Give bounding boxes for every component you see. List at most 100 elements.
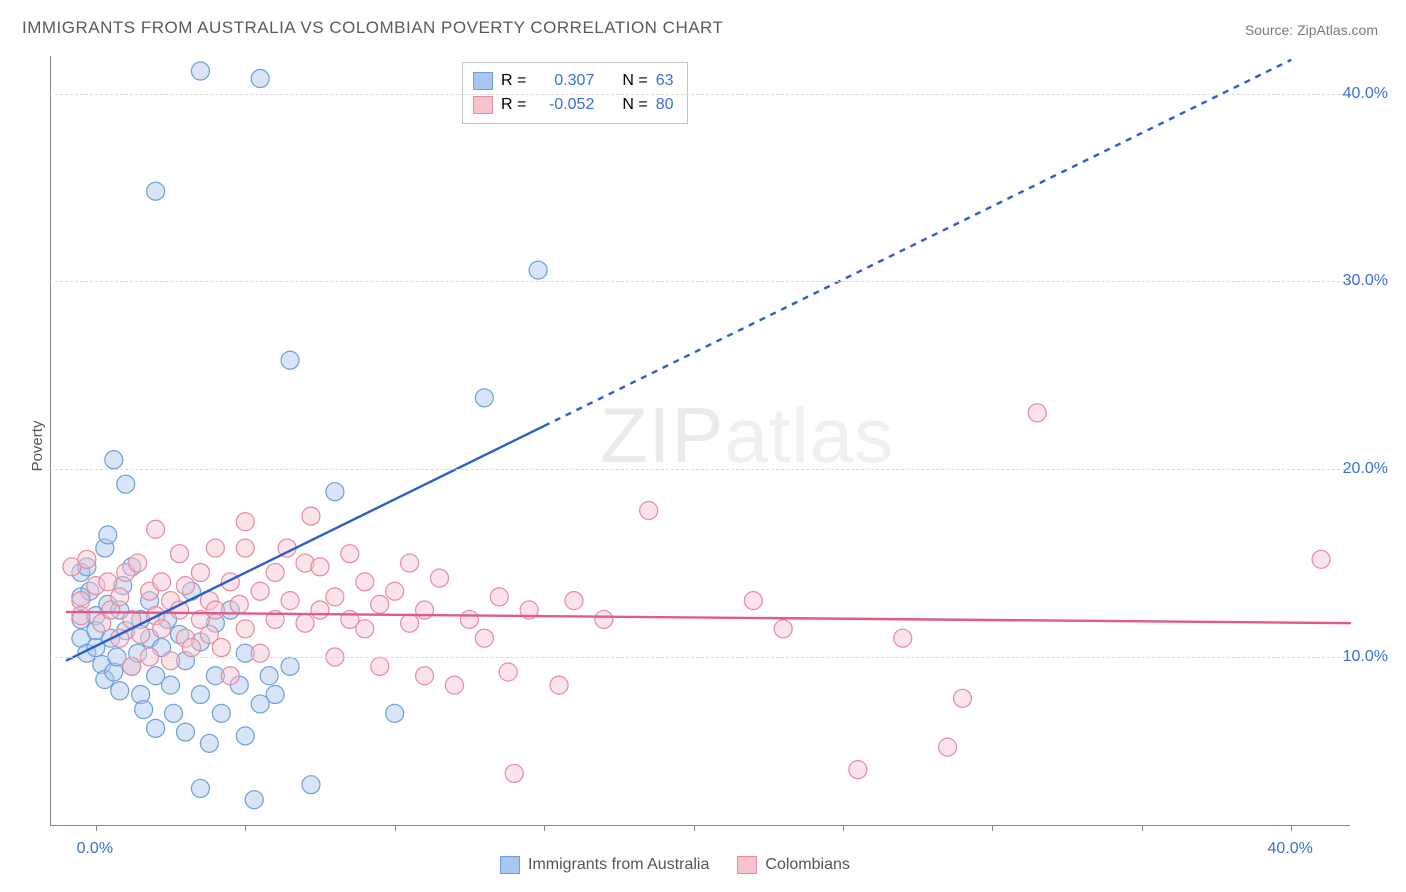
r-label-b: R = [501, 96, 526, 114]
data-point [640, 501, 658, 519]
n-value-b: 80 [656, 96, 674, 114]
data-point [78, 550, 96, 568]
data-point [147, 719, 165, 737]
data-point [191, 563, 209, 581]
data-point [162, 652, 180, 670]
x-tick [1142, 825, 1143, 831]
data-point [212, 704, 230, 722]
data-point [105, 451, 123, 469]
x-tick [992, 825, 993, 831]
y-tick-label: 10.0% [1343, 648, 1388, 666]
data-point [490, 588, 508, 606]
data-point [221, 667, 239, 685]
data-point [206, 539, 224, 557]
data-point [153, 573, 171, 591]
legend-row-b: R = -0.052 N = 80 [473, 93, 673, 117]
x-tick [1291, 825, 1292, 831]
data-point [251, 70, 269, 88]
data-point [296, 614, 314, 632]
gridline [50, 469, 1350, 470]
y-tick-label: 20.0% [1343, 460, 1388, 478]
legend-label-a: Immigrants from Australia [528, 856, 709, 874]
data-point [341, 545, 359, 563]
data-point [460, 610, 478, 628]
data-point [431, 569, 449, 587]
swatch-a-icon [473, 72, 493, 90]
data-point [191, 686, 209, 704]
data-point [550, 676, 568, 694]
data-point [1028, 404, 1046, 422]
x-tick [395, 825, 396, 831]
data-point [230, 595, 248, 613]
chart-svg [51, 56, 1350, 825]
y-tick-label: 40.0% [1343, 85, 1388, 103]
data-point [212, 639, 230, 657]
data-point [147, 182, 165, 200]
data-point [499, 663, 517, 681]
data-point [99, 573, 117, 591]
data-point [236, 539, 254, 557]
data-point [371, 595, 389, 613]
data-point [475, 629, 493, 647]
x-tick [245, 825, 246, 831]
gridline [50, 657, 1350, 658]
data-point [206, 601, 224, 619]
data-point [416, 601, 434, 619]
legend-item-a: Immigrants from Australia [500, 856, 709, 874]
data-point [266, 686, 284, 704]
x-tick [694, 825, 695, 831]
data-point [475, 389, 493, 407]
y-axis-label: Poverty [29, 421, 46, 472]
data-point [939, 738, 957, 756]
data-point [311, 558, 329, 576]
data-point [111, 588, 129, 606]
swatch-b2-icon [737, 856, 757, 874]
x-tick-label: 0.0% [77, 840, 113, 858]
chart-title: IMMIGRANTS FROM AUSTRALIA VS COLOMBIAN P… [22, 18, 723, 38]
data-point [176, 723, 194, 741]
data-point [182, 639, 200, 657]
data-point [251, 644, 269, 662]
data-point [565, 592, 583, 610]
n-value-a: 63 [656, 72, 674, 90]
data-point [953, 689, 971, 707]
data-point [595, 610, 613, 628]
swatch-a2-icon [500, 856, 520, 874]
x-tick [843, 825, 844, 831]
data-point [153, 620, 171, 638]
data-point [72, 607, 90, 625]
data-point [281, 351, 299, 369]
data-point [774, 620, 792, 638]
data-point [123, 657, 141, 675]
data-point [326, 483, 344, 501]
r-value-a: 0.307 [534, 72, 594, 90]
data-point [171, 545, 189, 563]
source-label: Source: ZipAtlas.com [1245, 22, 1378, 38]
data-point [135, 701, 153, 719]
data-point [281, 657, 299, 675]
data-point [165, 704, 183, 722]
swatch-b-icon [473, 96, 493, 114]
data-point [416, 667, 434, 685]
data-point [117, 475, 135, 493]
data-point [302, 776, 320, 794]
data-point [401, 614, 419, 632]
data-point [200, 734, 218, 752]
n-label-a: N = [622, 72, 647, 90]
gridline [50, 281, 1350, 282]
data-point [311, 601, 329, 619]
data-point [162, 676, 180, 694]
data-point [529, 261, 547, 279]
data-point [99, 526, 117, 544]
gridline [50, 94, 1350, 95]
data-point [251, 582, 269, 600]
data-point [191, 779, 209, 797]
x-tick-label: 40.0% [1268, 840, 1313, 858]
data-point [111, 682, 129, 700]
data-point [849, 761, 867, 779]
data-point [894, 629, 912, 647]
data-point [191, 62, 209, 80]
n-label-b: N = [622, 96, 647, 114]
data-point [445, 676, 463, 694]
x-tick [96, 825, 97, 831]
